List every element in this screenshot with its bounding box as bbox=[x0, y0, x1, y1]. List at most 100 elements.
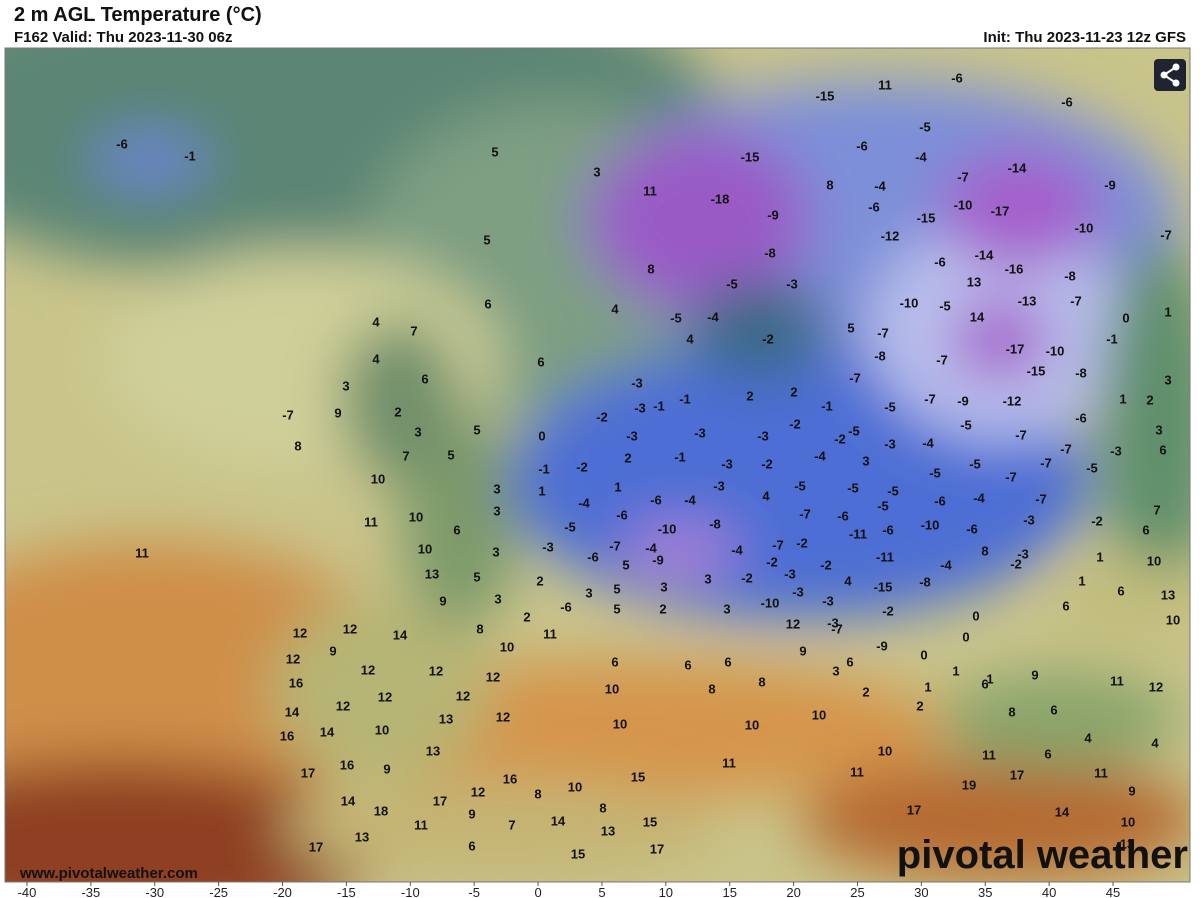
temperature-label: 11 bbox=[543, 626, 557, 641]
temperature-label: -5 bbox=[877, 498, 889, 513]
temperature-label: -6 bbox=[650, 492, 662, 507]
temperature-label: -6 bbox=[868, 199, 880, 214]
temperature-label: 1 bbox=[1096, 549, 1103, 564]
temperature-label: 4 bbox=[762, 488, 770, 503]
tick-label: 10 bbox=[659, 885, 673, 898]
temperature-label: 11 bbox=[1110, 673, 1124, 688]
tick-label: 35 bbox=[978, 885, 992, 898]
map-title: 2 m AGL Temperature (°C) bbox=[14, 4, 262, 26]
temperature-label: 14 bbox=[551, 813, 566, 828]
valid-time: F162 Valid: Thu 2023-11-30 06z bbox=[14, 29, 233, 46]
temperature-label: -4 bbox=[707, 309, 719, 324]
temperature-label: 8 bbox=[826, 177, 833, 192]
temperature-label: 17 bbox=[433, 793, 447, 808]
temperature-label: 10 bbox=[371, 471, 385, 486]
temperature-label: 9 bbox=[439, 593, 446, 608]
temperature-label: 12 bbox=[1149, 679, 1163, 694]
temperature-label: -5 bbox=[969, 456, 981, 471]
temperature-label: 3 bbox=[832, 663, 839, 678]
temperature-label: 8 bbox=[708, 681, 715, 696]
temperature-label: -14 bbox=[1008, 160, 1028, 175]
temperature-label: 14 bbox=[341, 793, 356, 808]
temperature-label: -8 bbox=[919, 574, 931, 589]
temperature-label: 4 bbox=[372, 314, 380, 329]
temperature-label: 8 bbox=[534, 786, 541, 801]
temperature-label: 6 bbox=[846, 654, 853, 669]
temperature-label: -4 bbox=[874, 178, 886, 193]
temperature-label: -9 bbox=[876, 638, 888, 653]
temperature-label: -9 bbox=[1104, 177, 1116, 192]
tick-label: -40 bbox=[18, 885, 37, 898]
temperature-label: 1 bbox=[924, 679, 931, 694]
temperature-label: 5 bbox=[473, 422, 480, 437]
temperature-label: 5 bbox=[613, 581, 620, 596]
temperature-label: -8 bbox=[1064, 268, 1076, 283]
temperature-label: 13 bbox=[967, 274, 981, 289]
temperature-label: 4 bbox=[686, 331, 694, 346]
tick-label: -30 bbox=[145, 885, 164, 898]
temperature-label: 8 bbox=[981, 543, 988, 558]
temperature-label: -10 bbox=[921, 517, 940, 532]
temperature-label: -5 bbox=[939, 298, 951, 313]
temperature-label: -5 bbox=[564, 519, 576, 534]
tick-label: -5 bbox=[468, 885, 480, 898]
temperature-label: -5 bbox=[884, 399, 896, 414]
temperature-label: -7 bbox=[1040, 455, 1052, 470]
temperature-label: -1 bbox=[538, 461, 550, 476]
temperature-label: -5 bbox=[887, 483, 899, 498]
temperature-label: -13 bbox=[1018, 293, 1037, 308]
temperature-label: -7 bbox=[1005, 469, 1017, 484]
temperature-label: 2 bbox=[790, 384, 797, 399]
temperature-label: -15 bbox=[1027, 363, 1046, 378]
temperature-label: 10 bbox=[418, 541, 432, 556]
temperature-label: 12 bbox=[486, 669, 500, 684]
temperature-label: 9 bbox=[1128, 783, 1135, 798]
temperature-label: -2 bbox=[741, 570, 753, 585]
temperature-label: 5 bbox=[483, 232, 490, 247]
temperature-label: 12 bbox=[429, 663, 443, 678]
temperature-label: 2 bbox=[1146, 392, 1153, 407]
temperature-label: 6 bbox=[484, 296, 491, 311]
temperature-label: -1 bbox=[184, 148, 196, 163]
temperature-label: 12 bbox=[471, 784, 485, 799]
temperature-label: 6 bbox=[1159, 442, 1166, 457]
temperature-label: -15 bbox=[816, 88, 835, 103]
temperature-label: 2 bbox=[394, 404, 401, 419]
temperature-label: -6 bbox=[616, 507, 628, 522]
temperature-label: -7 bbox=[1015, 427, 1027, 442]
temperature-label: 14 bbox=[320, 724, 335, 739]
temperature-label: 13 bbox=[426, 743, 440, 758]
temperature-label: 2 bbox=[659, 601, 666, 616]
temperature-label: -3 bbox=[884, 436, 896, 451]
temperature-label: -9 bbox=[767, 207, 779, 222]
temperature-label: 13 bbox=[425, 566, 439, 581]
temperature-label: 8 bbox=[599, 800, 606, 815]
temperature-label: 19 bbox=[962, 777, 976, 792]
tick-label: 25 bbox=[850, 885, 864, 898]
temperature-label: -7 bbox=[1070, 293, 1082, 308]
temperature-label: 3 bbox=[593, 164, 600, 179]
temperature-label: 6 bbox=[684, 657, 691, 672]
temperature-label: 6 bbox=[453, 522, 460, 537]
temperature-label: -6 bbox=[587, 549, 599, 564]
temperature-label: -10 bbox=[658, 521, 677, 536]
temperature-label: -3 bbox=[827, 615, 839, 630]
tick-label: -25 bbox=[209, 885, 228, 898]
temperature-label: 5 bbox=[491, 144, 498, 159]
temperature-label: 13 bbox=[1161, 587, 1175, 602]
temperature-label: -3 bbox=[1110, 443, 1122, 458]
temperature-label: -1 bbox=[674, 449, 686, 464]
share-button[interactable] bbox=[1154, 59, 1186, 91]
temperature-label: -4 bbox=[578, 495, 590, 510]
temperature-label: 12 bbox=[336, 698, 350, 713]
temperature-label: 12 bbox=[378, 689, 392, 704]
temperature-label: -11 bbox=[849, 526, 867, 541]
temperature-label: 10 bbox=[878, 743, 892, 758]
temperature-label: -7 bbox=[1060, 441, 1072, 456]
temperature-label: -5 bbox=[960, 417, 972, 432]
temperature-label: 5 bbox=[622, 557, 629, 572]
temperature-label: -3 bbox=[822, 593, 834, 608]
temperature-label: -3 bbox=[792, 584, 804, 599]
